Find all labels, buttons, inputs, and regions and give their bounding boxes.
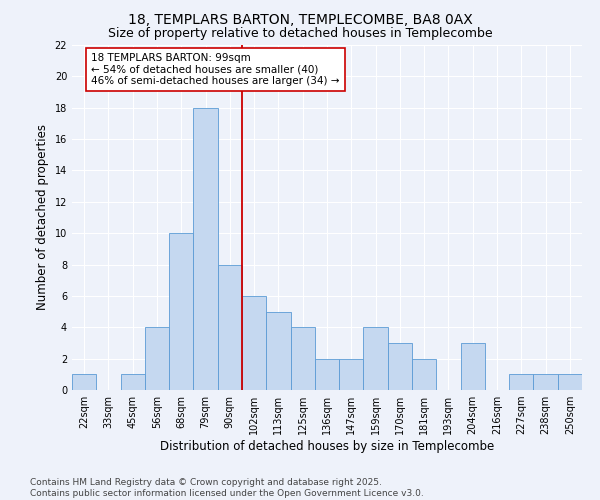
Bar xyxy=(72,374,96,390)
Bar xyxy=(509,374,533,390)
Bar xyxy=(339,358,364,390)
Bar xyxy=(193,108,218,390)
Bar xyxy=(145,328,169,390)
Y-axis label: Number of detached properties: Number of detached properties xyxy=(36,124,49,310)
Text: 18 TEMPLARS BARTON: 99sqm
← 54% of detached houses are smaller (40)
46% of semi-: 18 TEMPLARS BARTON: 99sqm ← 54% of detac… xyxy=(91,53,340,86)
Bar xyxy=(242,296,266,390)
Bar xyxy=(388,343,412,390)
Bar xyxy=(121,374,145,390)
Bar xyxy=(266,312,290,390)
Bar xyxy=(169,233,193,390)
Bar xyxy=(315,358,339,390)
Text: 18, TEMPLARS BARTON, TEMPLECOMBE, BA8 0AX: 18, TEMPLARS BARTON, TEMPLECOMBE, BA8 0A… xyxy=(128,12,472,26)
Bar xyxy=(364,328,388,390)
X-axis label: Distribution of detached houses by size in Templecombe: Distribution of detached houses by size … xyxy=(160,440,494,453)
Text: Size of property relative to detached houses in Templecombe: Size of property relative to detached ho… xyxy=(107,28,493,40)
Bar xyxy=(461,343,485,390)
Bar xyxy=(218,264,242,390)
Bar xyxy=(533,374,558,390)
Text: Contains HM Land Registry data © Crown copyright and database right 2025.
Contai: Contains HM Land Registry data © Crown c… xyxy=(30,478,424,498)
Bar xyxy=(290,328,315,390)
Bar xyxy=(412,358,436,390)
Bar xyxy=(558,374,582,390)
